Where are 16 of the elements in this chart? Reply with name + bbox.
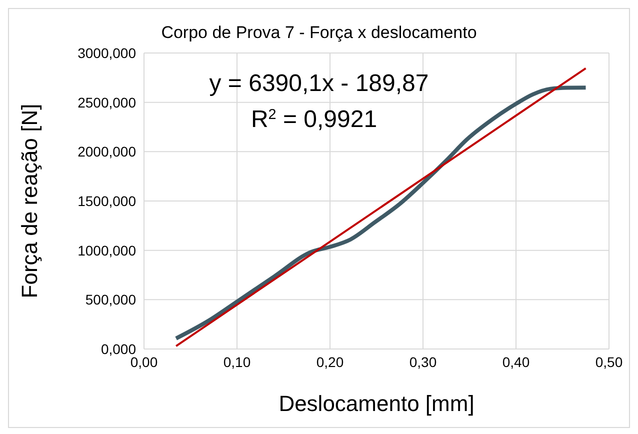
chart-title: Corpo de Prova 7 - Força x deslocamento xyxy=(160,23,478,43)
y-tick-label: 3000,000 xyxy=(78,44,136,61)
x-tick-label: 0,40 xyxy=(502,354,530,370)
x-tick-label: 0,30 xyxy=(409,354,437,370)
y-axis-title: Força de reação [N] xyxy=(16,104,42,298)
annotation: y = 6390,1x - 189,87 xyxy=(209,70,429,97)
y-tick-label: 2000,000 xyxy=(78,144,136,160)
x-tick-label: 0,50 xyxy=(595,354,623,370)
annotation: R$^{2}$ = 0,9921 xyxy=(250,106,378,133)
y-tick-label: 500,000 xyxy=(85,292,136,308)
y-tick-label: 1000,000 xyxy=(78,242,136,258)
y-tick-label: 1500,000 xyxy=(78,192,136,209)
x-axis-title: Deslocamento [mm] xyxy=(278,391,474,416)
x-tick-label: 0,20 xyxy=(316,354,344,370)
y-tick-label: 2500,000 xyxy=(78,94,136,110)
x-tick-label: 0,10 xyxy=(223,354,251,370)
